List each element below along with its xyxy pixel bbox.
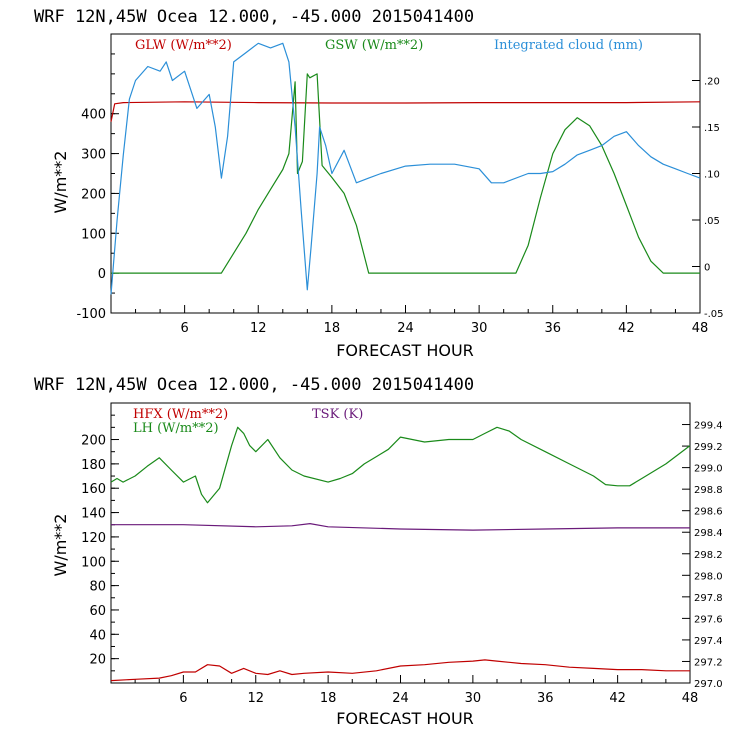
chart-bottom-ticks: 6 12 18 24 30 36 42 48 200 180 160 140 120 100 80 60 40 2… [81,402,723,706]
right-tick-label: 299.0 [694,464,723,475]
right-tick-label: 298.0 [694,571,723,582]
y-tick-label: 100 [81,555,106,570]
right-tick-label: 298.4 [694,528,723,539]
y-tick-label: 20 [89,653,106,668]
x-tick-label: 48 [682,691,699,706]
right-tick-label: -.05 [704,309,724,320]
x-tick-label: 36 [537,691,554,706]
right-tick-label: 297.2 [694,657,723,668]
x-tick-label: 24 [392,691,409,706]
chart-top-ylabel: W/m**2 [51,151,70,214]
legend-lh: LH (W/m**2) [133,421,219,436]
chart-bottom-header: WRF 12N,45W Ocea 12.000, -45.000 2015041… [34,375,474,395]
series-line-glw [110,101,701,122]
chart-top: WRF 12N,45W Ocea 12.000, -45.000 2015041… [34,7,724,360]
x-tick-label: 36 [544,321,561,336]
x-tick-label: 6 [180,321,188,336]
chart-top-header: WRF 12N,45W Ocea 12.000, -45.000 2015041… [34,7,474,27]
chart-top-ticks: 6 12 18 24 30 36 42 48 -100 0 100 200 300 400 .20 .15 .1… [76,33,724,336]
right-tick-label: .15 [704,123,720,134]
y-tick-label: 0 [98,267,106,282]
right-tick-label: 297.0 [694,679,723,690]
y-tick-label: 120 [81,531,106,546]
y-tick-label: 160 [81,482,106,497]
series-line-tsk [111,522,690,531]
x-tick-label: 18 [320,691,337,706]
right-tick-label: 297.4 [694,636,723,647]
legend-integrated-cloud: Integrated cloud (mm) [494,38,643,53]
x-tick-label: 30 [465,691,482,706]
x-tick-label: 42 [609,691,626,706]
y-tick-label: 300 [81,148,106,163]
y-tick-label: 200 [81,187,106,202]
series-line-gsw [111,73,700,274]
right-tick-label: .20 [704,77,720,88]
right-tick-label: 297.6 [694,614,723,625]
x-tick-label: 30 [471,321,488,336]
chart-top-xlabel: FORECAST HOUR [336,341,474,360]
y-tick-label: 60 [89,604,106,619]
y-tick-label: 80 [89,580,106,595]
x-tick-label: 48 [692,321,709,336]
legend-tsk: TSK (K) [312,407,363,422]
right-tick-label: 299.4 [694,421,723,432]
series-line-lh [110,426,691,504]
chart-bottom-plot-frame [110,402,691,684]
right-tick-label: .05 [704,216,720,227]
series-line-integrated [110,42,701,295]
right-tick-label: 298.2 [694,550,723,561]
right-tick-label: 299.2 [694,442,723,453]
chart-bottom-ylabel: W/m**2 [51,514,70,577]
y-tick-label: -100 [76,307,106,322]
legend-glw: GLW (W/m**2) [135,38,232,53]
x-tick-label: 12 [250,321,267,336]
y-tick-label: 40 [89,628,106,643]
right-tick-label: 0 [704,263,710,274]
legend-gsw: GSW (W/m**2) [325,38,423,53]
right-tick-label: 298.8 [694,485,723,496]
x-tick-label: 6 [179,691,187,706]
chart-bottom-xlabel: FORECAST HOUR [336,709,474,728]
series-line-hfx [110,659,690,682]
x-tick-label: 18 [324,321,341,336]
chart-bottom-series [110,426,691,682]
right-tick-label: 298.6 [694,507,723,518]
chart-top-plot-frame [110,33,701,314]
chart-top-series [110,42,701,295]
y-tick-label: 180 [81,458,106,473]
chart-bottom: WRF 12N,45W Ocea 12.000, -45.000 2015041… [34,375,723,728]
x-tick-label: 42 [618,321,635,336]
y-tick-label: 200 [81,434,106,449]
legend-hfx: HFX (W/m**2) [133,407,228,422]
x-tick-label: 24 [397,321,414,336]
y-tick-label: 140 [81,507,106,522]
y-tick-label: 100 [81,227,106,242]
x-tick-label: 12 [247,691,264,706]
right-tick-label: .10 [704,170,720,181]
y-tick-label: 400 [81,108,106,123]
right-tick-label: 297.8 [694,593,723,604]
